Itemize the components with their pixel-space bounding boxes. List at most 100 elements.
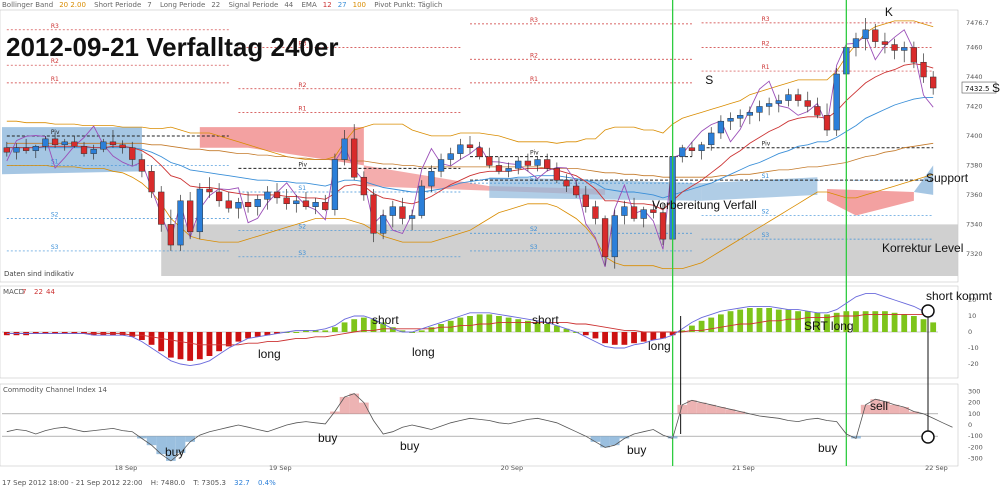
main-frame [0,9,959,283]
candle-body [515,160,522,169]
macd-bar [235,332,242,342]
cci-overbought-area [735,411,746,414]
macd-bar [785,309,792,332]
ema-12: 12 [322,1,332,9]
candle-body [331,159,339,210]
macd-bar [534,322,541,332]
macd-bar [389,327,396,332]
pivot-s3-label: S3 [530,244,538,251]
candle-body [534,159,541,166]
macd-bar [332,327,338,332]
macd-bar [283,332,290,333]
macd-bar [158,332,165,352]
candle-body [380,215,387,234]
footer-low: T: 7305.3 [193,479,226,487]
macd-bar [660,332,666,339]
macd-bar [418,330,425,332]
candle-body [862,29,869,39]
macd-param-2: 22 [34,288,43,296]
candle-body [901,47,908,51]
candle-body [322,202,329,210]
ema-27: 27 [337,1,347,9]
cci-tick-label: -200 [968,443,983,451]
cci-oversold-area [156,436,167,455]
cci-annotation: buy [627,443,646,457]
macd-bar [71,332,78,334]
bb-params: 20 2.00 [59,1,86,9]
pivot-s2-label: S2 [530,226,538,233]
candle-body [32,146,39,151]
candle-body [273,191,281,199]
macd-bar [727,311,734,332]
macd-bar [341,322,348,332]
candle-body [553,168,560,181]
macd-bar [505,317,512,332]
macd-bar [930,322,937,332]
candle-body [775,100,782,104]
cci-overbought-area [716,407,726,414]
candle-body [302,200,310,207]
candle-body [167,224,175,246]
candle-body [582,194,589,207]
candle-body [466,144,474,148]
macd-bar [833,312,840,332]
ema27-line [6,97,934,199]
candle-body [727,118,734,122]
macd-bar [698,320,705,332]
macd-bar [717,314,724,332]
macd-bar [766,308,773,332]
cci-oversold-area [185,436,195,442]
pivot-piv-label: Piv [51,129,60,136]
macd-bar [476,314,483,332]
macd-bar [81,332,87,334]
candle-body [486,156,493,166]
candle-body [688,147,696,151]
ema12-line [6,63,934,211]
candle-body [158,191,165,225]
date-tick-label: 19 Sep [269,464,292,472]
cci-frame [0,383,959,467]
macd-bar [187,332,194,361]
pivot-label: Pivot Punkt: Täglich [374,1,443,9]
candle-body [601,218,609,258]
pivot-piv-label: Piv [298,161,307,168]
candle-body [930,76,937,89]
macd-bar [689,325,695,332]
candle-body [360,176,368,196]
bb-label: Bollinger Band [2,1,54,9]
candle-body [765,103,773,107]
macd-frame [0,285,959,379]
macd-bar [428,327,435,332]
candle-body [592,206,599,219]
annotation-korrektur: Korrektur Level [882,241,963,255]
macd-annotation: SRT long [804,319,854,333]
macd-annotation: long [648,339,671,353]
ema-label: EMA [301,1,317,9]
pivot-r2-label: R2 [762,40,770,47]
candle-body [437,159,445,172]
candle-body [621,206,628,216]
annotation-support: Support [926,171,969,185]
cci-annotation: sell [870,399,888,413]
footer-info: 17 Sep 2012 18:00 - 21 Sep 2012 22:00 H:… [2,479,282,487]
candle-body [563,179,570,187]
candle-body [737,115,744,119]
cci-tick-label: 300 [968,387,980,395]
cci-oversold-area [600,436,610,448]
candle-body [3,147,10,153]
macd-annotation: short [372,313,399,327]
cci-oversold-area [146,436,157,446]
candle-body [717,120,725,134]
macd-bar [669,332,676,336]
cci-annotation: buy [318,431,337,445]
bb-upper-line [6,20,934,160]
cci-overbought-area [359,402,369,414]
macd-annotation: long [258,347,281,361]
signal-period-label: Signal Periode [228,1,279,9]
macd-bar [370,319,377,332]
macd-annotation: long [412,345,435,359]
candle-body [572,185,580,196]
candle-body [495,165,503,172]
macd-bar [592,332,599,339]
